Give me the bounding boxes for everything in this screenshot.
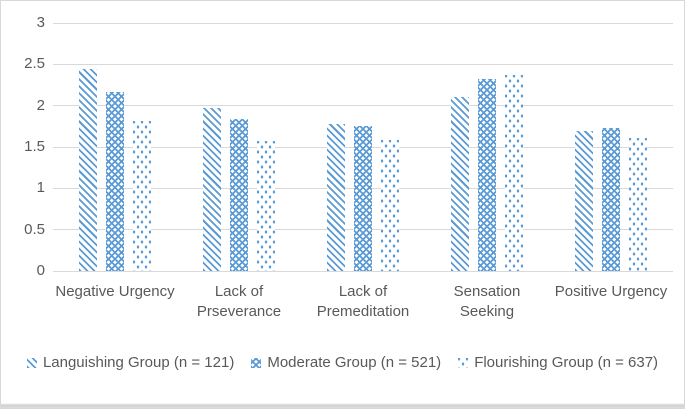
- bar: [575, 130, 593, 271]
- gridline: [53, 22, 673, 24]
- bar: [381, 140, 399, 271]
- bar: [505, 75, 523, 271]
- bar: [133, 120, 151, 271]
- legend-item: Flourishing Group (n = 637): [458, 354, 658, 371]
- legend-item: Moderate Group (n = 521): [251, 354, 441, 371]
- legend-label: Languishing Group (n = 121): [42, 354, 235, 371]
- bar-group: [177, 108, 301, 271]
- gridline: [53, 270, 673, 272]
- gridline: [53, 105, 673, 107]
- y-axis-tick-label: 0: [36, 262, 45, 279]
- bar: [257, 141, 275, 271]
- bar-group: [301, 123, 425, 271]
- bar: [327, 123, 345, 271]
- bar: [602, 128, 620, 271]
- legend-label: Flourishing Group (n = 637): [474, 354, 659, 371]
- bar: [230, 118, 248, 271]
- bar: [629, 137, 647, 271]
- plot-area: [53, 22, 673, 272]
- y-axis-tick-label: 3: [36, 14, 45, 31]
- x-axis-category-label: Lack of Premeditation: [316, 283, 410, 320]
- chart-bottom-edge: [1, 403, 684, 408]
- y-axis-tick-label: 2.5: [24, 55, 45, 73]
- bar: [79, 69, 97, 271]
- bar-group: [549, 128, 673, 271]
- bar-group: [425, 75, 549, 271]
- bar: [354, 126, 372, 271]
- bar: [203, 108, 221, 271]
- y-axis-tick-label: 2: [36, 96, 45, 114]
- legend-pattern-swatch: [251, 357, 262, 368]
- legend-label: Moderate Group (n = 521): [267, 354, 442, 371]
- x-axis-category-label: Negative Urgency: [55, 283, 175, 300]
- gridline: [53, 63, 673, 65]
- legend-pattern-swatch: [458, 357, 469, 368]
- bar: [106, 91, 124, 271]
- y-axis-tick-label: 1: [36, 179, 45, 197]
- y-axis-tick-label: 1.5: [24, 138, 45, 155]
- legend: Languishing Group (n = 121) Moderate Grou…: [1, 354, 684, 371]
- x-axis-category-label: Positive Urgency: [554, 283, 668, 300]
- bar: [478, 79, 496, 271]
- bar-group: [53, 69, 177, 271]
- x-axis-category-label: Lack of Prseverance: [196, 283, 282, 320]
- legend-pattern-swatch: [26, 357, 37, 368]
- y-axis-tick-label: 0.5: [24, 220, 45, 238]
- bar: [451, 97, 469, 271]
- legend-item: Languishing Group (n = 121): [26, 354, 235, 371]
- x-axis-category-label: Sensation Seeking: [453, 283, 521, 320]
